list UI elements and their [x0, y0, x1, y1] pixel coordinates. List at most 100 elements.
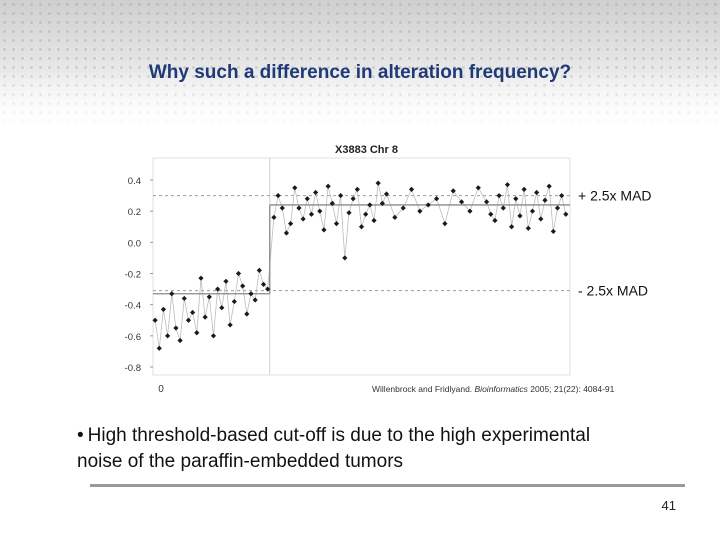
- data-point: [342, 255, 348, 261]
- data-point: [475, 185, 481, 191]
- data-point: [223, 278, 229, 284]
- data-point: [169, 291, 175, 297]
- data-point: [256, 267, 262, 273]
- data-point: [513, 196, 519, 202]
- data-point: [275, 192, 281, 199]
- data-point: [248, 291, 254, 297]
- y-tick-label: -0.2: [125, 270, 141, 281]
- data-point: [354, 186, 360, 192]
- slide-title: Why such a difference in alteration freq…: [148, 62, 572, 83]
- data-point: [308, 211, 315, 217]
- data-point: [400, 205, 406, 211]
- data-point: [288, 221, 294, 227]
- data-point: [546, 183, 552, 189]
- data-point: [504, 182, 511, 188]
- data-point: [190, 309, 196, 316]
- plot-frame: [152, 157, 571, 376]
- y-tick-label: -0.4: [125, 301, 141, 312]
- data-point: [425, 202, 431, 208]
- bullet-point: • High threshold-based cut-off is due to …: [77, 423, 617, 475]
- data-point: [219, 305, 225, 311]
- data-point: [252, 297, 258, 303]
- citation-journal: Bioinformatics: [475, 384, 529, 394]
- y-tick-label: 0.4: [128, 176, 141, 187]
- x-tick-label: 0: [158, 384, 164, 395]
- data-point: [392, 214, 398, 220]
- data-point: [529, 208, 536, 214]
- data-point: [152, 317, 158, 323]
- data-point: [442, 221, 448, 227]
- data-point: [198, 275, 204, 281]
- data-point: [509, 224, 515, 230]
- data-point: [563, 211, 569, 217]
- data-point: [304, 196, 310, 202]
- data-point: [177, 337, 183, 344]
- data-point: [160, 306, 167, 312]
- data-point: [300, 216, 306, 222]
- data-point: [244, 311, 250, 317]
- data-point: [156, 345, 162, 351]
- threshold-label: + 2.5x MAD: [578, 188, 652, 204]
- data-point: [358, 224, 365, 230]
- chart-title: X3883 Chr 8: [335, 144, 398, 156]
- data-point: [554, 205, 561, 211]
- bullet-icon: •: [77, 425, 84, 446]
- data-point: [227, 322, 233, 328]
- data-point: [185, 317, 192, 323]
- data-point: [496, 192, 502, 199]
- data-point: [450, 188, 456, 194]
- copy-number-chart: X3883 Chr 8 0.4 0.2 0.0 -0.2 -0.4 -0.6 -0.8 0 + 2…: [125, 144, 652, 395]
- data-point: [296, 205, 302, 211]
- data-point: [417, 208, 423, 214]
- data-point: [525, 225, 531, 231]
- page-number: 41: [661, 498, 676, 513]
- data-point: [363, 211, 369, 217]
- data-point: [383, 191, 390, 197]
- data-point: [333, 221, 340, 227]
- data-point: [206, 294, 212, 300]
- data-point: [350, 196, 356, 202]
- data-point: [550, 228, 556, 235]
- data-point: [271, 214, 277, 220]
- data-point: [521, 186, 527, 192]
- header-background: [0, 0, 720, 130]
- data-point: [164, 333, 171, 339]
- data-point: [367, 202, 373, 208]
- data-point: [202, 314, 208, 320]
- data-point: [346, 210, 352, 216]
- data-point: [538, 216, 544, 222]
- y-tick-label: 0.2: [128, 207, 141, 218]
- citation-authors: Willenbrock and Fridlyand.: [372, 384, 475, 394]
- data-point: [265, 286, 271, 292]
- data-point: [313, 189, 319, 196]
- data-point: [467, 208, 473, 214]
- threshold-label: - 2.5x MAD: [578, 283, 648, 299]
- y-tick-label: -0.8: [125, 363, 141, 374]
- data-point: [371, 217, 377, 224]
- data-point: [321, 227, 327, 233]
- data-point: [317, 208, 323, 214]
- data-point: [500, 205, 506, 211]
- citation-details: 2005; 21(22): 4084-91: [528, 384, 615, 394]
- data-point: [517, 213, 523, 219]
- data-point: [260, 281, 267, 288]
- data-point: [210, 333, 217, 339]
- data-point: [235, 270, 242, 277]
- data-point: [240, 283, 246, 289]
- data-point: [194, 330, 200, 336]
- y-tick-label: -0.6: [125, 332, 141, 343]
- data-point: [488, 211, 494, 217]
- bullet-text: High threshold-based cut-off is due to t…: [77, 425, 591, 472]
- data-point: [492, 217, 498, 224]
- data-point: [325, 183, 331, 189]
- data-point: [279, 205, 285, 211]
- data-point: [484, 199, 490, 205]
- data-point: [458, 199, 465, 205]
- data-point: [408, 186, 415, 192]
- data-point: [379, 200, 385, 206]
- data-point: [173, 325, 179, 331]
- footer-divider: [90, 484, 685, 487]
- data-point: [231, 298, 237, 305]
- data-point: [292, 185, 298, 191]
- data-point: [215, 286, 221, 292]
